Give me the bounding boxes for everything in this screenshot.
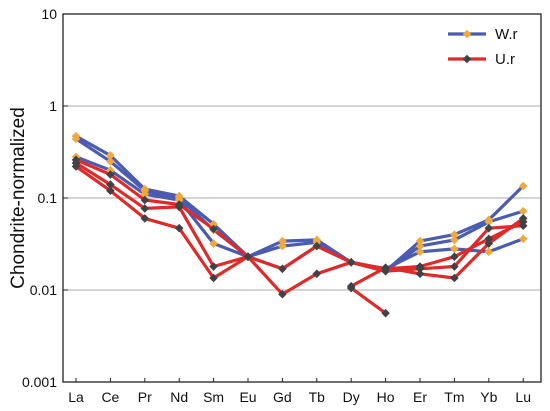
data-point-wr (71, 134, 81, 144)
data-point-ur (312, 269, 322, 279)
y-tick-label: 0.1 (38, 190, 58, 206)
data-point-ur (346, 283, 356, 293)
data-point-ur (243, 252, 253, 262)
x-tick-label: Er (413, 389, 427, 405)
x-tick-label: Eu (239, 389, 256, 405)
data-point-wr (106, 157, 115, 166)
x-tick-label: La (68, 389, 84, 405)
data-point-ur (484, 234, 494, 244)
x-tick-label: Ho (377, 389, 395, 405)
data-point-ur (312, 241, 322, 251)
data-point-wr (450, 244, 459, 254)
data-point-ur (106, 180, 115, 189)
data-point-ur (450, 262, 459, 271)
series-line-ur (74, 164, 250, 280)
marker-layer (71, 131, 528, 318)
data-point-ur (484, 223, 494, 233)
data-point-wr (518, 206, 528, 216)
data-point-ur (484, 239, 494, 248)
data-point-wr (209, 219, 218, 229)
data-point-ur (209, 262, 218, 271)
series-layer (74, 134, 525, 315)
y-tick-label: 0.01 (30, 282, 57, 298)
data-point-wr (450, 230, 459, 239)
data-point-ur (278, 264, 287, 274)
data-point-ur (71, 162, 81, 171)
data-point-ur (174, 223, 184, 233)
data-point-wr (415, 236, 425, 246)
legend: W.r U.r (448, 26, 518, 68)
data-point-wr (209, 239, 218, 248)
data-point-ur (106, 170, 115, 179)
data-point-wr (415, 241, 425, 251)
data-point-ur (140, 204, 150, 213)
data-point-wr (278, 236, 287, 246)
data-point-wr (415, 247, 425, 257)
data-point-ur (518, 221, 528, 230)
data-point-ur (415, 269, 425, 279)
y-tick-label: 1 (49, 98, 57, 114)
x-tick-label: Tm (444, 389, 464, 405)
data-point-ur (278, 289, 287, 299)
data-point-ur (174, 202, 184, 212)
series-line-wr (74, 137, 525, 273)
x-tick-label: Nd (170, 389, 188, 405)
data-point-ur (209, 224, 218, 234)
data-point-wr (106, 151, 115, 160)
y-axis-label: Chondrite-normalized (8, 107, 29, 289)
data-point-wr (518, 234, 528, 244)
data-point-ur (346, 258, 356, 267)
data-point-ur (381, 263, 390, 272)
legend-marker (462, 29, 472, 39)
legend-marker (462, 54, 472, 64)
y-tick-label: 10 (41, 6, 57, 22)
x-tick-label: Tb (309, 389, 326, 405)
legend-label: W.r (495, 26, 518, 43)
x-tick-label: Gd (273, 389, 292, 405)
series-line-ur (74, 158, 525, 271)
data-point-wr (484, 247, 494, 257)
data-point-wr (278, 241, 287, 251)
data-point-ur (140, 214, 150, 223)
data-point-wr (174, 195, 184, 205)
x-tick-label: Ce (101, 389, 119, 405)
y-tick-label: 0.001 (22, 374, 57, 390)
data-point-ur (450, 273, 459, 283)
data-point-wr (140, 189, 150, 199)
x-tick-label: Dy (343, 389, 360, 405)
x-tick-label: Sm (203, 389, 224, 405)
data-point-wr (518, 181, 528, 191)
series-line-ur (349, 286, 388, 315)
x-tick-label: Pr (138, 389, 152, 405)
data-point-ur (106, 186, 115, 196)
data-point-ur (209, 273, 218, 283)
x-tick-label: Yb (480, 389, 497, 405)
data-point-ur (381, 308, 390, 318)
series-line-ur (349, 216, 525, 288)
series-line-ur (74, 161, 525, 296)
x-tick-label: Lu (515, 389, 531, 405)
legend-label: U.r (495, 51, 515, 68)
data-point-wr (450, 235, 459, 245)
series-line-wr (74, 134, 525, 273)
data-point-ur (415, 264, 425, 274)
data-point-wr (484, 217, 494, 227)
data-point-ur (518, 214, 528, 223)
axis-layer: 10 1 0.1 0.01 0.001 La Ce Pr Nd Sm Eu Gd Tb Dy Ho Er Tm Y… (22, 6, 531, 405)
data-point-ur (140, 195, 150, 205)
data-point-ur (450, 252, 459, 262)
